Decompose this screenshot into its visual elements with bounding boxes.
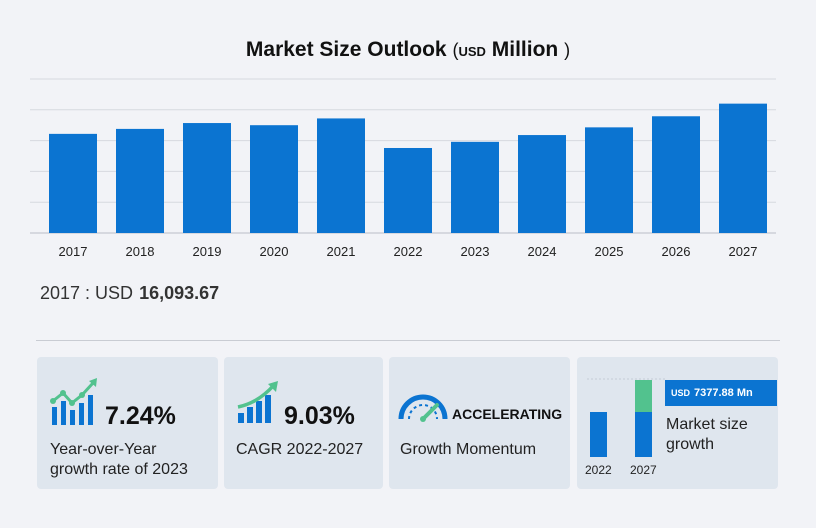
market-growth-card: USD 7377.88 Mn Market size growth 2022 20…	[577, 357, 778, 489]
yoy-label-2: growth rate of 2023	[50, 461, 188, 478]
momentum-label: Growth Momentum	[400, 441, 537, 458]
yoy-label-1: Year-over-Year	[50, 441, 157, 458]
title-scale: Million	[491, 38, 559, 61]
x-tick-2017: 2017	[59, 244, 88, 259]
title-paren-close: )	[564, 40, 571, 60]
x-tick-2020: 2020	[260, 244, 289, 259]
bar-2020	[250, 125, 298, 233]
x-tick-2022: 2022	[394, 244, 423, 259]
title-unit: USD	[458, 44, 486, 59]
bar-2025	[585, 127, 633, 233]
cagr-label: CAGR 2022-2027	[236, 441, 364, 458]
x-tick-2025: 2025	[595, 244, 624, 259]
mini-bar-end-increment	[635, 380, 652, 412]
title-main: Market Size Outlook	[245, 38, 447, 61]
mini-year-end: 2027	[630, 463, 657, 477]
yoy-value: 7.24%	[105, 402, 176, 430]
x-tick-2024: 2024	[528, 244, 557, 259]
chart-title: Market Size Outlook (USD Million )	[0, 38, 816, 62]
bar-2017	[49, 133, 97, 233]
x-tick-2027: 2027	[729, 244, 758, 259]
base-year-readout: 2017 : USD 16,093.67	[40, 283, 219, 304]
chart-x-ticks: 2017 2018 2019 2020 2021 2022 2023 2024 2025 2026…	[59, 244, 758, 259]
bar-2021	[317, 118, 365, 233]
mini-bar-start	[590, 412, 607, 457]
bar-2019	[183, 123, 231, 233]
title-paren-open: (	[452, 40, 459, 60]
mini-year-start: 2022	[585, 463, 612, 477]
x-tick-2023: 2023	[461, 244, 490, 259]
section-divider	[36, 340, 780, 341]
market-growth-value: 7377.88 Mn	[694, 387, 753, 399]
base-year-label: 2017 : USD	[40, 283, 134, 303]
yoy-card: 7.24% Year-over-Year growth rate of 2023	[37, 357, 218, 489]
x-tick-2018: 2018	[126, 244, 155, 259]
market-growth-badge: USD 7377.88 Mn	[665, 380, 777, 406]
bar-2024	[518, 135, 566, 233]
market-growth-unit: USD	[671, 388, 691, 398]
bar-2018	[116, 128, 164, 233]
market-growth-label-2: growth	[666, 436, 715, 453]
gauge-icon	[398, 394, 448, 422]
bar-2027	[719, 103, 767, 233]
bar-2026	[652, 116, 700, 233]
mini-growth-chart	[587, 378, 665, 457]
rising-bars-icon	[237, 381, 278, 423]
bar-2023	[451, 141, 499, 233]
chart-bars	[49, 103, 767, 233]
x-tick-2021: 2021	[327, 244, 356, 259]
bar-chart: 2017 2018 2019 2020 2021 2022 2023 2024 2025 2026…	[30, 78, 776, 259]
momentum-value: ACCELERATING	[452, 406, 563, 422]
mini-bar-end-base	[635, 412, 652, 457]
base-year-value: 16,093.67	[139, 283, 220, 303]
x-tick-2019: 2019	[193, 244, 222, 259]
cagr-card: 9.03% CAGR 2022-2027	[224, 357, 383, 489]
bar-growth-icon	[50, 378, 97, 425]
momentum-card: ACCELERATING Growth Momentum	[389, 357, 570, 489]
bar-2022	[384, 147, 432, 233]
cagr-value: 9.03%	[284, 402, 355, 430]
market-growth-label-1: Market size	[666, 416, 748, 433]
x-tick-2026: 2026	[662, 244, 691, 259]
